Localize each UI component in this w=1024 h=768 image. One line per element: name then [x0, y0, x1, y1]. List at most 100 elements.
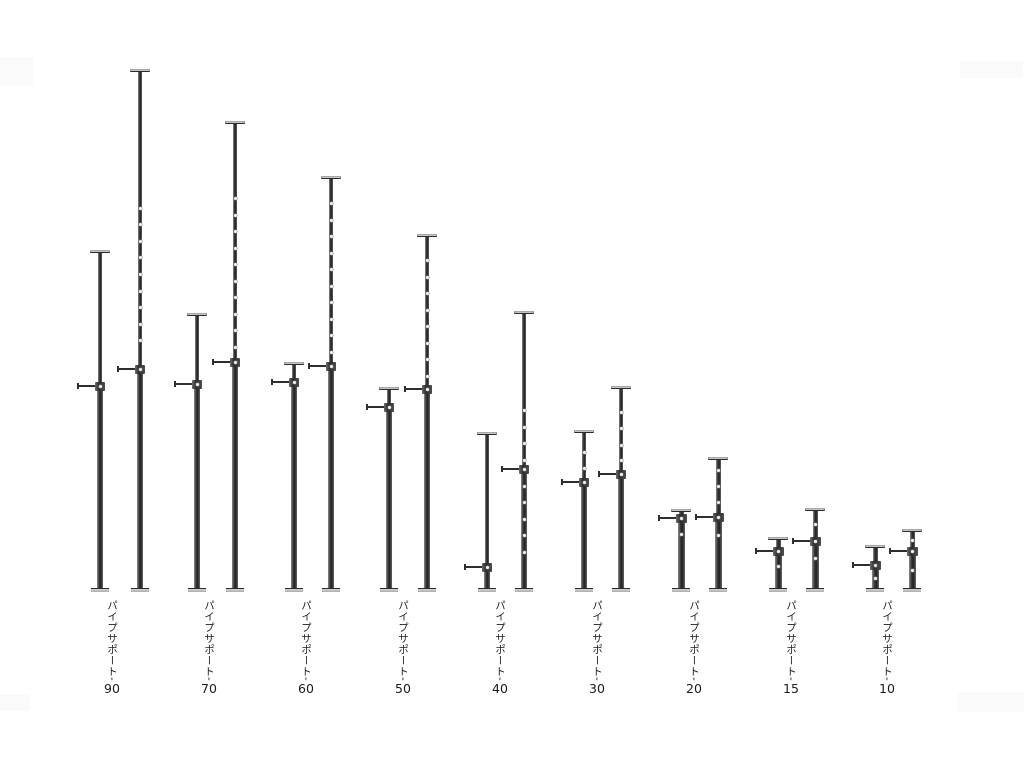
pin-hole [138, 206, 142, 210]
pin-hole [425, 308, 429, 312]
top-plate [514, 311, 534, 314]
top-plate [417, 234, 437, 237]
support-70-collapsed-pole [174, 313, 207, 592]
support-20-extended-pole [694, 457, 728, 592]
collar-handle [694, 514, 713, 520]
pin-hole [619, 410, 623, 414]
handle-tip [598, 471, 600, 477]
outer-pipe [386, 406, 392, 589]
inner-pipe [582, 433, 586, 481]
collar-pin-hole [195, 382, 199, 386]
support-60-extended-pole [308, 176, 341, 592]
handle-tip [464, 564, 466, 570]
collar-pin-hole [910, 549, 914, 553]
inner-pipe [522, 314, 526, 468]
base-plate [515, 588, 533, 592]
label-separator: - [203, 677, 216, 682]
pin-hole [138, 289, 142, 293]
inner-pipe [98, 253, 102, 385]
collar-handle [77, 383, 95, 389]
pin-hole [233, 196, 237, 200]
pin-hole [716, 468, 720, 472]
product-size-number: 10 [879, 681, 895, 697]
base-plate [903, 588, 921, 592]
inner-pipe [485, 435, 489, 566]
product-label-40: パイプサポート- 40 [480, 600, 520, 696]
pin-hole [425, 341, 429, 345]
base-plate [672, 588, 690, 592]
product-label-90: パイプサポート- 90 [92, 600, 132, 696]
pin-hole [138, 322, 142, 326]
product-name-vertical: パイプサポート- [397, 600, 409, 681]
pin-hole [425, 291, 429, 295]
handle-tip [754, 548, 757, 554]
collar-pin-hole [522, 467, 526, 471]
handle-tip [308, 363, 310, 369]
collar-pin-hole [619, 472, 623, 476]
collar-pin-hole [98, 384, 102, 388]
collar-pin-hole [425, 387, 429, 391]
base-plate [575, 588, 593, 592]
pin-hole [522, 408, 526, 412]
outer-pipe [484, 566, 490, 589]
pin-hole [716, 533, 720, 537]
inner-pipe [425, 237, 429, 388]
pin-hole [425, 324, 429, 328]
collar-pin-hole [582, 480, 586, 484]
pin-hole [522, 458, 526, 462]
collar-handle [117, 366, 135, 372]
pin-hole [522, 533, 526, 537]
top-plate [768, 537, 788, 540]
product-label-10: パイプサポート- 10 [867, 600, 907, 696]
product-size-number: 15 [783, 681, 799, 697]
outer-pipe [677, 517, 685, 589]
base-plate [322, 588, 340, 592]
base-plate [380, 588, 398, 592]
pin-hole [233, 345, 237, 349]
collar-pin-hole [292, 380, 296, 384]
pin-hole [582, 450, 586, 454]
collar-pin-hole [233, 360, 237, 364]
pin-hole [910, 568, 914, 572]
support-10-extended-pole [888, 529, 922, 592]
faint-corner-mark [960, 61, 1023, 78]
top-plate [130, 69, 150, 72]
collar-handle [404, 386, 422, 392]
pin-hole [233, 312, 237, 316]
base-plate [866, 588, 884, 592]
pin-hole [233, 328, 237, 332]
pin-hole [233, 279, 237, 283]
support-15-extended-pole [791, 508, 825, 592]
collar-pin-hole [485, 565, 489, 569]
pin-hole [329, 267, 333, 271]
handle-tip [271, 379, 273, 385]
product-size-number: 60 [298, 681, 314, 697]
faint-corner-mark [0, 694, 30, 711]
label-separator: - [106, 677, 119, 682]
pin-hole [582, 466, 586, 470]
product-size-number: 50 [395, 681, 411, 697]
collar-handle [888, 548, 907, 554]
collar-handle [271, 379, 289, 385]
pin-hole [522, 484, 526, 488]
collar-handle [212, 359, 230, 365]
handle-tip [366, 404, 368, 410]
pin-hole [329, 300, 333, 304]
support-50-extended-pole [404, 234, 437, 592]
pin-hole [425, 374, 429, 378]
support-70-extended-pole [212, 121, 245, 592]
faint-corner-mark [0, 57, 33, 85]
label-separator: - [591, 677, 604, 682]
product-name-vertical: パイプサポート- [591, 600, 603, 681]
handle-tip [117, 366, 119, 372]
product-name-vertical: パイプサポート- [785, 600, 797, 681]
support-90-collapsed-pole [77, 250, 110, 592]
label-separator: - [688, 677, 701, 682]
product-name-vertical: パイプサポート- [300, 600, 312, 681]
faint-corner-mark [957, 692, 1024, 712]
pin-hole [716, 500, 720, 504]
handle-tip [212, 359, 214, 365]
product-name: パイプサポート [688, 600, 701, 677]
support-50-collapsed-pole [366, 387, 399, 592]
